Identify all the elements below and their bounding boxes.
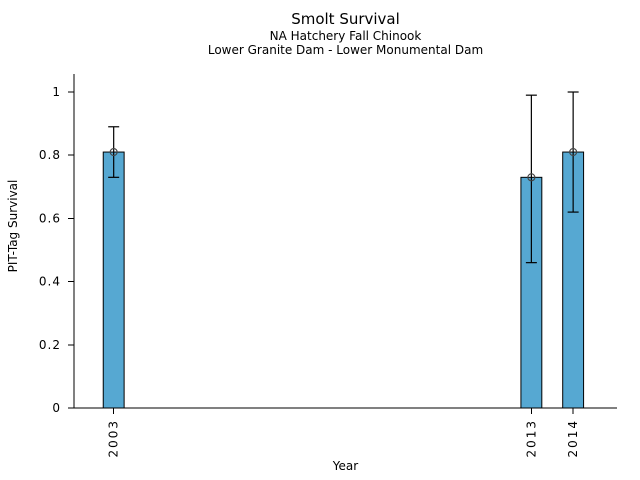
y-tick-label: 0.4	[39, 275, 61, 289]
y-tick-label: 0.6	[39, 211, 61, 225]
bar-2003	[102, 151, 125, 409]
chart-subtitle-line1: NA Hatchery Fall Chinook	[269, 29, 422, 43]
point-marker	[527, 173, 536, 182]
chart-header: Smolt Survival NA Hatchery Fall Chinook …	[74, 10, 617, 57]
x-tick-label: 2003	[107, 419, 121, 458]
chart-title: Smolt Survival	[291, 10, 400, 28]
point-marker	[109, 147, 118, 157]
y-tick-label: 1	[52, 85, 61, 99]
x-axis-label: Year	[332, 459, 359, 473]
chart-subtitle-line2: Lower Granite Dam - Lower Monumental Dam	[207, 43, 484, 57]
y-tick-label: 0.8	[39, 148, 61, 162]
y-axis-label: PIT-Tag Survival	[6, 179, 20, 273]
x-tick-label: 2013	[524, 419, 538, 458]
y-tick-label: 0	[52, 401, 61, 415]
y-tick-label: 0.2	[39, 338, 61, 352]
x-tick-label: 2014	[566, 419, 580, 458]
point-marker	[569, 147, 578, 157]
